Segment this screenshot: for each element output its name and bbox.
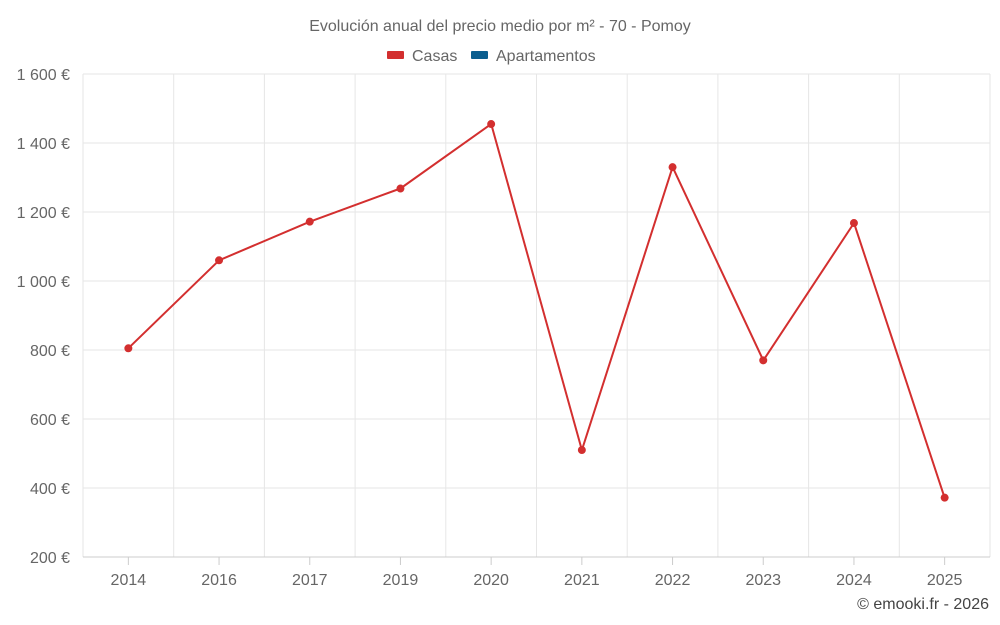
y-tick-label: 1 600 € xyxy=(17,67,70,84)
x-tick-label: 2014 xyxy=(111,572,147,589)
x-tick-label: 2020 xyxy=(473,572,509,589)
x-tick-label: 2021 xyxy=(564,572,600,589)
y-axis: 200 € 400 € 600 € 800 € 1 000 € 1 200 € 1 400 … xyxy=(17,67,70,567)
data-point-casas[interactable] xyxy=(759,356,768,365)
legend-label-apartamentos: Apartamentos xyxy=(496,48,596,65)
data-point-casas[interactable] xyxy=(487,120,496,129)
data-point-casas[interactable] xyxy=(396,184,405,193)
data-point-casas[interactable] xyxy=(215,256,224,265)
legend-swatch-casas xyxy=(387,51,404,59)
x-tick-label: 2017 xyxy=(292,572,328,589)
legend-swatch-apartamentos xyxy=(471,51,488,59)
x-tick-label: 2025 xyxy=(927,572,963,589)
legend-label-casas: Casas xyxy=(412,48,457,65)
legend-item-casas[interactable]: Casas xyxy=(387,48,457,65)
x-tick-label: 2019 xyxy=(383,572,419,589)
y-tick-label: 1 400 € xyxy=(17,136,70,153)
x-tick-label: 2022 xyxy=(655,572,691,589)
y-tick-label: 1 200 € xyxy=(17,205,70,222)
series-line-casas xyxy=(127,123,946,499)
data-point-casas[interactable] xyxy=(305,217,314,226)
x-tick-label: 2023 xyxy=(745,572,781,589)
x-tick-label: 2024 xyxy=(836,572,872,589)
data-point-casas[interactable] xyxy=(124,344,133,353)
y-tick-label: 800 € xyxy=(30,343,70,360)
grid xyxy=(82,73,991,557)
data-point-casas[interactable] xyxy=(577,446,586,455)
data-point-casas[interactable] xyxy=(940,493,949,502)
y-tick-label: 600 € xyxy=(30,412,70,429)
y-tick-label: 200 € xyxy=(30,550,70,567)
x-tick-label: 2016 xyxy=(201,572,237,589)
legend: Casas Apartamentos xyxy=(387,48,596,65)
y-tick-label: 1 000 € xyxy=(17,274,70,291)
series-casas xyxy=(124,120,949,502)
legend-item-apartamentos[interactable]: Apartamentos xyxy=(471,48,596,65)
data-point-casas[interactable] xyxy=(668,163,677,172)
data-point-casas[interactable] xyxy=(849,219,858,228)
x-axis: 2014 2016 2017 2019 2020 2021 2022 2023 2024 2025 xyxy=(83,556,990,589)
y-tick-label: 400 € xyxy=(30,481,70,498)
credit-text: © emooki.fr - 2026 xyxy=(857,596,989,613)
chart-title: Evolución anual del precio medio por m² … xyxy=(309,18,691,35)
